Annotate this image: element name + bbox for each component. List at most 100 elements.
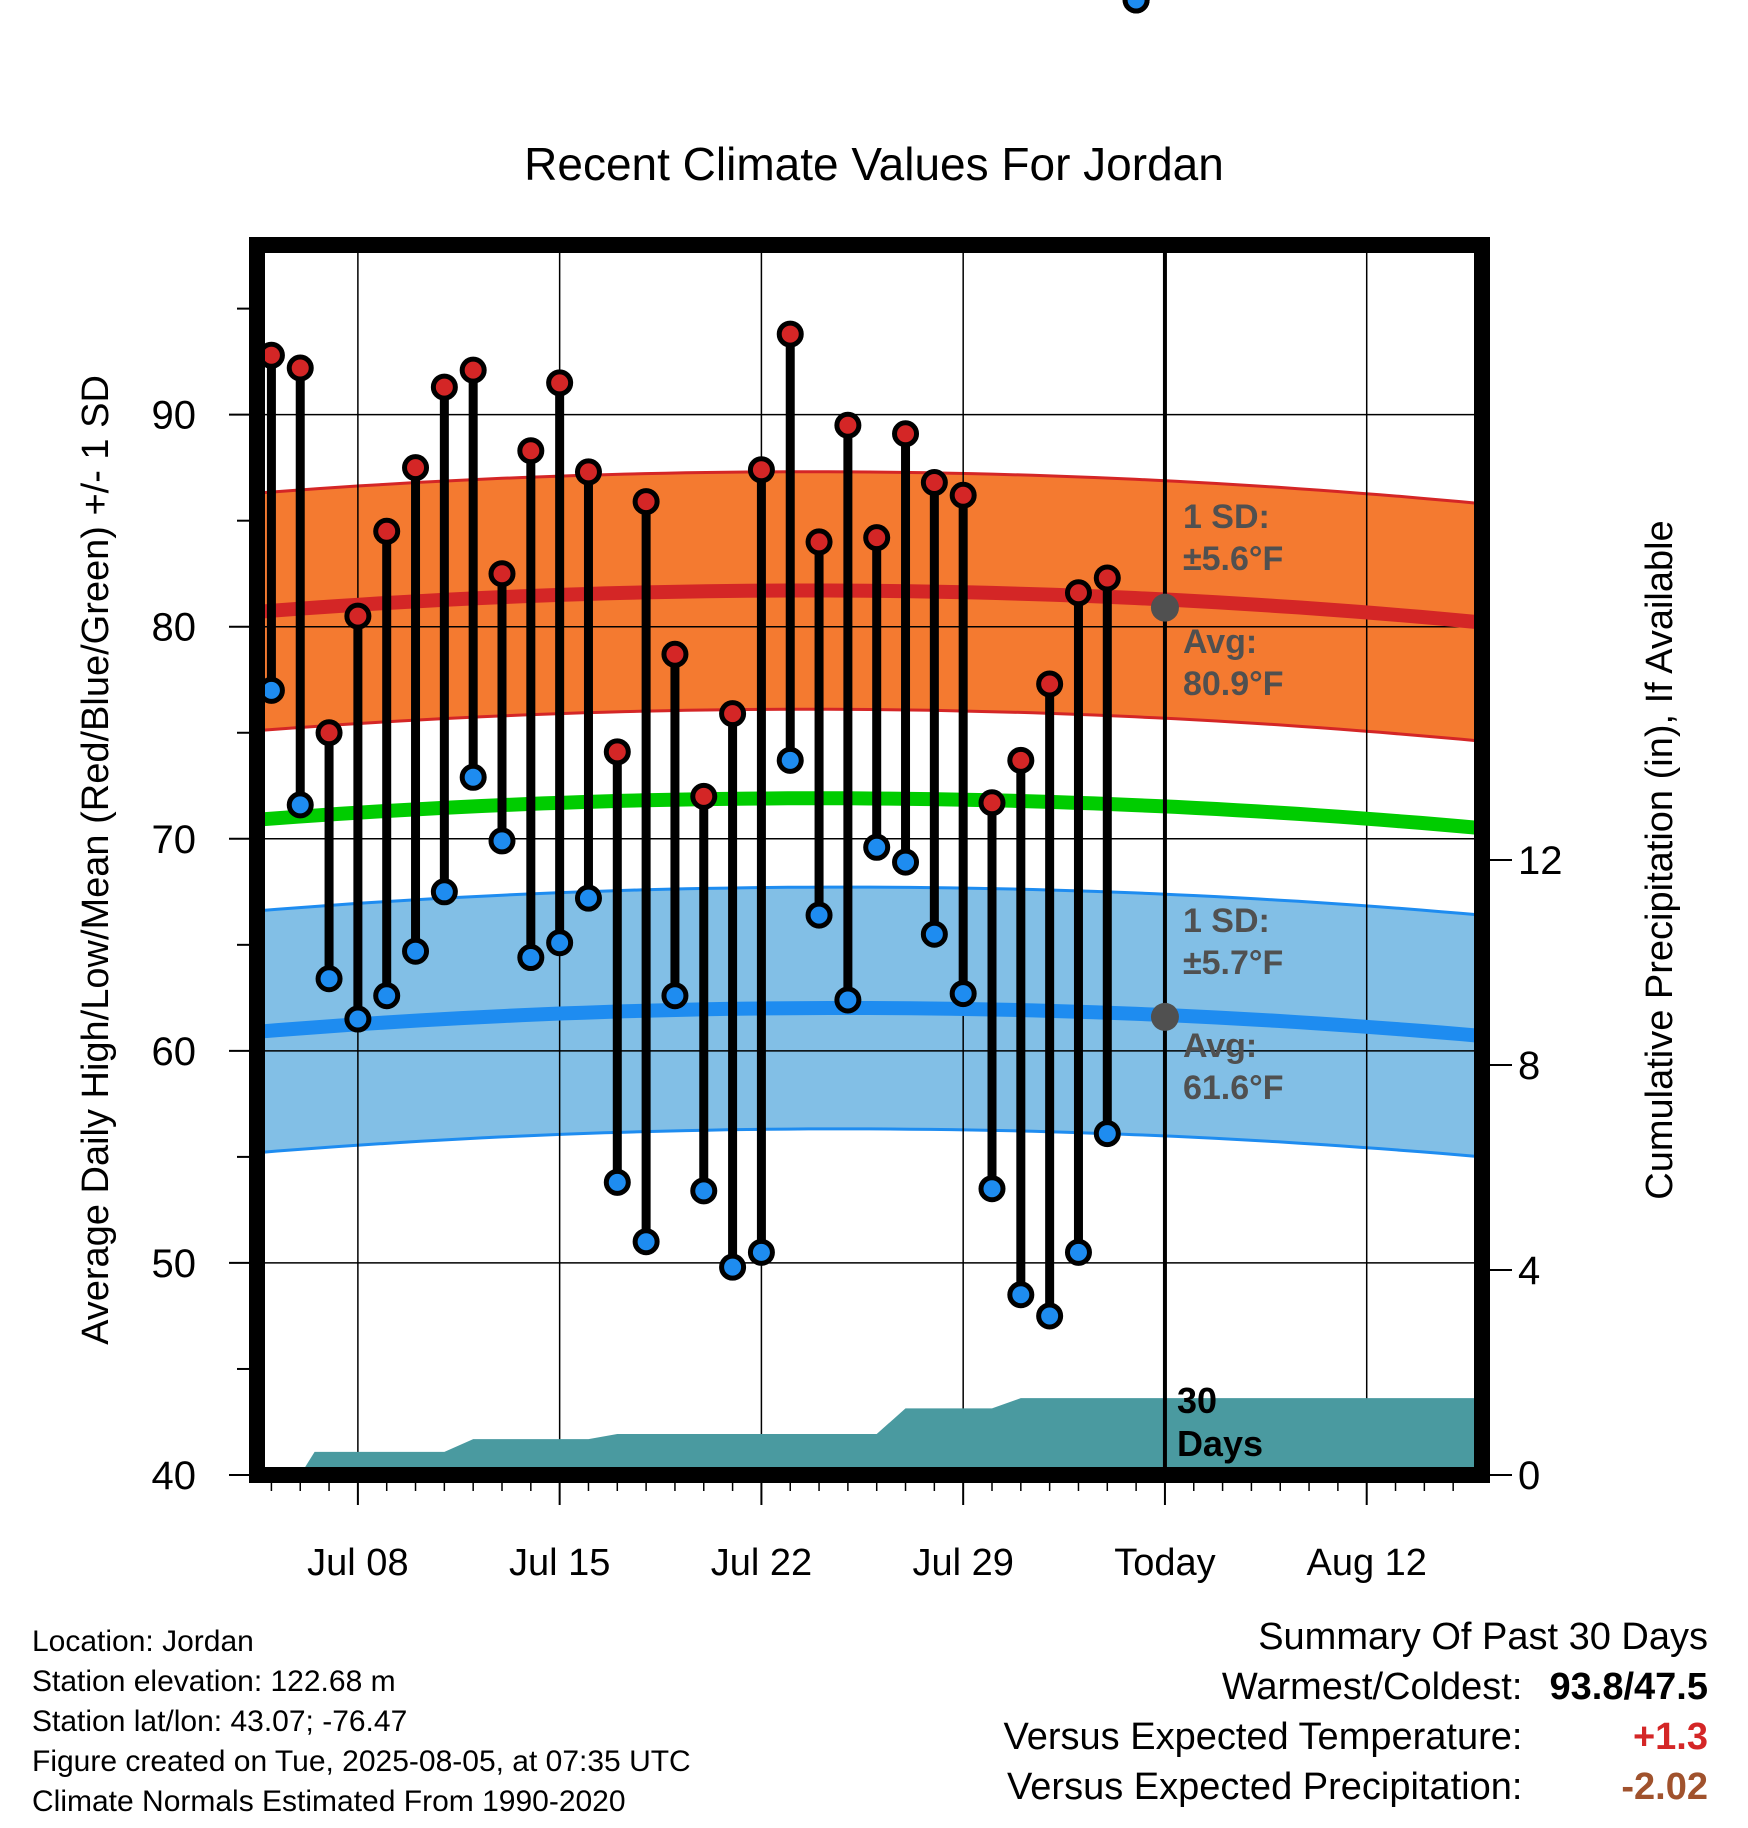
temp-anomaly-row: Versus Expected Temperature: +1.3 — [1004, 1712, 1708, 1762]
normals-text: Climate Normals Estimated From 1990-2020 — [32, 1785, 626, 1818]
daily-low-point — [978, 1175, 1006, 1203]
daily-high-point — [1064, 579, 1092, 607]
daily-high-point — [892, 420, 920, 448]
precip-anomaly-row: Versus Expected Precipitation: -2.02 — [1004, 1762, 1708, 1812]
daily-low-point — [834, 986, 862, 1014]
low-avg-line — [256, 1001, 1483, 1043]
daily-high-point — [344, 602, 372, 630]
y2-tick-label: 12 — [1518, 839, 1563, 883]
daily-high-point — [805, 528, 833, 556]
created-text: Figure created on Tue, 2025-08-05, at 07… — [32, 1745, 691, 1778]
precip-anomaly-value: -2.02 — [1621, 1766, 1708, 1808]
x-tick-label: Jul 29 — [912, 1542, 1013, 1584]
low-sd-lower-edge — [256, 1127, 1483, 1159]
warmest-coldest-row: Warmest/Coldest: 93.8/47.5 — [1004, 1662, 1708, 1712]
daily-high-point — [373, 517, 401, 545]
daily-low-point — [574, 884, 602, 912]
daily-low-point — [632, 1228, 660, 1256]
warmest-coldest-value: 93.8/47.5 — [1549, 1666, 1709, 1708]
daily-high-point — [719, 700, 747, 728]
daily-low-point — [805, 901, 833, 929]
daily-high-point — [1007, 746, 1035, 774]
daily-low-point — [892, 848, 920, 876]
y-tick-label: 90 — [152, 394, 197, 438]
daily-low-point — [315, 965, 343, 993]
low-sd-label: ±5.7°F — [1183, 944, 1283, 982]
daily-low-point — [344, 1005, 372, 1033]
low-sd-upper-edge — [256, 885, 1483, 917]
x-tick-label: Today — [1114, 1542, 1215, 1584]
daily-high-point — [690, 782, 718, 810]
daily-high-point — [1093, 564, 1121, 592]
daily-high-point — [747, 456, 775, 484]
high-avg-label: 80.9°F — [1183, 665, 1284, 703]
plot-frame — [249, 237, 1490, 1483]
daily-low-point — [286, 791, 314, 819]
mean-avg-line — [256, 791, 1483, 836]
high-avg-line — [256, 583, 1483, 630]
daily-low-point — [1064, 1238, 1092, 1266]
daily-low-point — [402, 937, 430, 965]
temp-anomaly-label: Versus Expected Temperature: — [1003, 1716, 1523, 1758]
daily-low-point — [776, 746, 804, 774]
daily-high-point — [430, 373, 458, 401]
high-avg-label: Avg: — [1183, 623, 1257, 661]
daily-low-point — [1007, 1281, 1035, 1309]
x-tick-label: Jul 22 — [711, 1542, 812, 1584]
daily-high-point — [315, 719, 343, 747]
daily-low-point — [1122, 0, 1150, 14]
y-tick-label: 40 — [152, 1454, 197, 1498]
daily-high-point — [488, 560, 516, 588]
daily-low-point — [1036, 1302, 1064, 1330]
warmest-value: 93.8 — [1549, 1666, 1624, 1708]
high-sd-upper-edge — [256, 470, 1483, 506]
x-tick-label: Jul 08 — [307, 1542, 408, 1584]
y2-tick-label: 0 — [1518, 1454, 1540, 1498]
high-sd-lower-edge — [256, 707, 1483, 743]
daily-high-point — [1036, 670, 1064, 698]
y-tick-label: 60 — [152, 1030, 197, 1074]
chart-title: Recent Climate Values For Jordan — [524, 138, 1224, 190]
low-avg-label: Avg: — [1183, 1027, 1257, 1065]
daily-high-point — [949, 481, 977, 509]
daily-low-point — [488, 827, 516, 855]
daily-low-point — [863, 833, 891, 861]
daily-high-point — [603, 738, 631, 766]
daily-high-point — [978, 789, 1006, 817]
daily-high-point — [574, 458, 602, 486]
precip-area — [271, 1398, 1482, 1475]
latlon-text: Station lat/lon: 43.07; -76.47 — [32, 1705, 408, 1738]
summary-title: Summary Of Past 30 Days — [1258, 1616, 1708, 1658]
temp-anomaly-value: +1.3 — [1632, 1716, 1708, 1758]
daily-high-point — [546, 369, 574, 397]
precip-anomaly-label: Versus Expected Precipitation: — [1007, 1766, 1523, 1808]
daily-high-point — [776, 320, 804, 348]
daily-low-point — [661, 982, 689, 1010]
y-tick-label: 70 — [152, 818, 197, 862]
daily-high-point — [632, 488, 660, 516]
coldest-value: 47.5 — [1634, 1666, 1708, 1708]
y2-tick-label: 4 — [1518, 1249, 1540, 1293]
daily-low-point — [459, 763, 487, 791]
daily-low-point — [546, 929, 574, 957]
daily-high-point — [459, 356, 487, 384]
x-tick-label: Aug 12 — [1306, 1542, 1426, 1584]
warmest-coldest-label: Warmest/Coldest: — [1221, 1666, 1523, 1708]
high-sd-label: ±5.6°F — [1183, 540, 1283, 578]
daily-high-point — [863, 524, 891, 552]
days-label: Days — [1177, 1423, 1263, 1464]
daily-low-point — [719, 1253, 747, 1281]
daily-high-point — [402, 454, 430, 482]
daily-high-point — [661, 640, 689, 668]
daily-low-point — [373, 982, 401, 1010]
daily-high-point — [517, 437, 545, 465]
daily-low-point — [920, 920, 948, 948]
daily-low-point — [949, 980, 977, 1008]
station-info: Location: Jordan Station elevation: 122.… — [32, 1622, 691, 1822]
elevation-text: Station elevation: 122.68 m — [32, 1665, 396, 1698]
y2-tick-label: 8 — [1518, 1044, 1540, 1088]
y2-axis-title: Cumulative Precipitation (in), If Availa… — [1639, 520, 1681, 1199]
y-tick-label: 50 — [152, 1242, 197, 1286]
summary-panel: Summary Of Past 30 Days Warmest/Coldest:… — [1004, 1612, 1708, 1812]
y-tick-label: 80 — [152, 606, 197, 650]
